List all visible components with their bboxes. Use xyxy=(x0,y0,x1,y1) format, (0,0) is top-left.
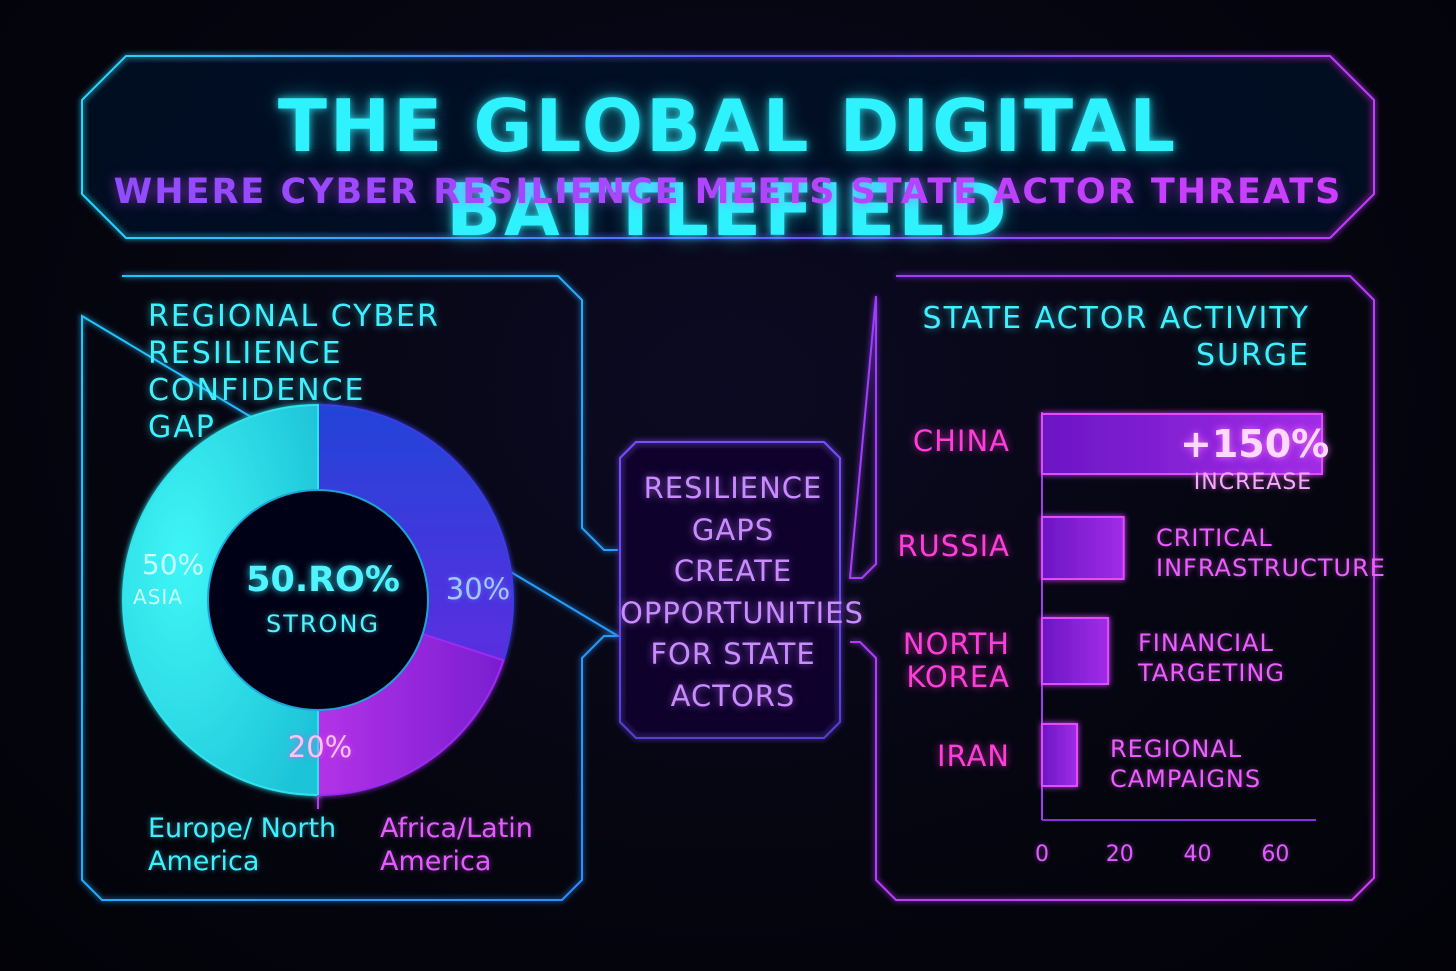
x-tick-label: 20 xyxy=(1105,842,1134,867)
category-line: CHINA xyxy=(912,424,1010,458)
annotation-line: TARGETING xyxy=(1138,659,1285,687)
x-tick-label: 60 xyxy=(1261,842,1290,867)
annotation-line: REGIONAL xyxy=(1110,735,1243,763)
legend-africa-latin-america: Africa/Latin America xyxy=(380,812,580,878)
bar-north-korea xyxy=(1041,617,1110,685)
center-message: RESILIENCE GAPS CREATE OPPORTUNITIES FOR… xyxy=(620,468,864,717)
bar-title-line: SURGE xyxy=(1195,338,1310,373)
bar-title-line: STATE ACTOR ACTIVITY xyxy=(922,301,1310,336)
center-panel-frame xyxy=(619,441,841,739)
legend-line: Europe/ North xyxy=(148,813,337,844)
legend-europe-north-america: Europe/ North America xyxy=(148,812,348,878)
annotation-line: FINANCIAL xyxy=(1138,629,1274,657)
category-line: NORTH xyxy=(902,627,1010,661)
right-panel-frame xyxy=(848,275,1375,901)
annotation-china-value: +150% xyxy=(1180,422,1330,466)
donut-center-label: STRONG xyxy=(265,610,380,638)
legend-line: Africa/Latin xyxy=(380,813,533,844)
donut-title-line: RESILIENCE CONFIDENCE xyxy=(148,336,366,408)
bar-china xyxy=(1041,413,1323,475)
slice-label-asia-value: 50% xyxy=(141,548,205,581)
category-label-china: CHINA xyxy=(850,425,1010,458)
annotation-line: CAMPAIGNS xyxy=(1110,765,1262,793)
donut-hole xyxy=(207,489,429,711)
category-label-iran: IRAN xyxy=(850,740,1010,773)
annotation-iran: REGIONAL CAMPAIGNS xyxy=(1110,734,1261,794)
category-label-russia: RUSSIA xyxy=(850,530,1010,563)
slice-label-30-value: 30% xyxy=(445,572,511,606)
category-line: RUSSIA xyxy=(897,529,1010,563)
legend-line: America xyxy=(148,846,260,877)
legend-line: America xyxy=(380,846,492,877)
donut-title: REGIONAL CYBER RESILIENCE CONFIDENCE GAP xyxy=(148,298,568,446)
category-label-north-korea: NORTH KOREA xyxy=(850,628,1010,694)
annotation-line: CRITICAL xyxy=(1156,524,1273,552)
donut-title-line: REGIONAL CYBER xyxy=(148,299,440,334)
page-subtitle: WHERE CYBER RESILIENCE MEETS STATE ACTOR… xyxy=(0,172,1456,212)
donut-center-value: 50.RO% xyxy=(246,560,400,600)
header-frame xyxy=(81,55,1375,239)
donut-title-line: GAP xyxy=(148,410,216,445)
slice-label-20-value: 20% xyxy=(287,730,353,764)
center-message-line: GAPS xyxy=(691,512,775,547)
annotation-line: INFRASTRUCTURE xyxy=(1156,554,1386,582)
center-message-line: FOR STATE xyxy=(650,637,816,671)
bar-iran xyxy=(1041,723,1078,787)
x-tick-label: 0 xyxy=(1035,842,1049,867)
slice-label-asia-name: ASIA xyxy=(133,585,183,609)
donut-chart xyxy=(122,403,514,809)
center-message-line: OPPORTUNITIES xyxy=(620,595,864,630)
page-title: THE GLOBAL DIGITAL BATTLEFIELD xyxy=(277,84,1179,252)
center-message-line: ACTORS xyxy=(670,678,796,713)
center-message-line: RESILIENCE xyxy=(643,471,823,505)
annotation-china-label: INCREASE xyxy=(1193,470,1313,495)
bar-russia xyxy=(1041,516,1125,580)
left-panel-frame xyxy=(81,275,622,901)
category-line: IRAN xyxy=(936,739,1010,773)
center-message-line: CREATE xyxy=(673,554,793,588)
category-line: KOREA xyxy=(906,660,1010,694)
annotation-russia: CRITICAL INFRASTRUCTURE xyxy=(1156,523,1386,583)
bar-chart-title: STATE ACTOR ACTIVITY SURGE xyxy=(890,300,1310,374)
annotation-north-korea: FINANCIAL TARGETING xyxy=(1138,628,1285,688)
bar-chart xyxy=(1041,412,1323,821)
x-tick-label: 40 xyxy=(1183,842,1212,867)
